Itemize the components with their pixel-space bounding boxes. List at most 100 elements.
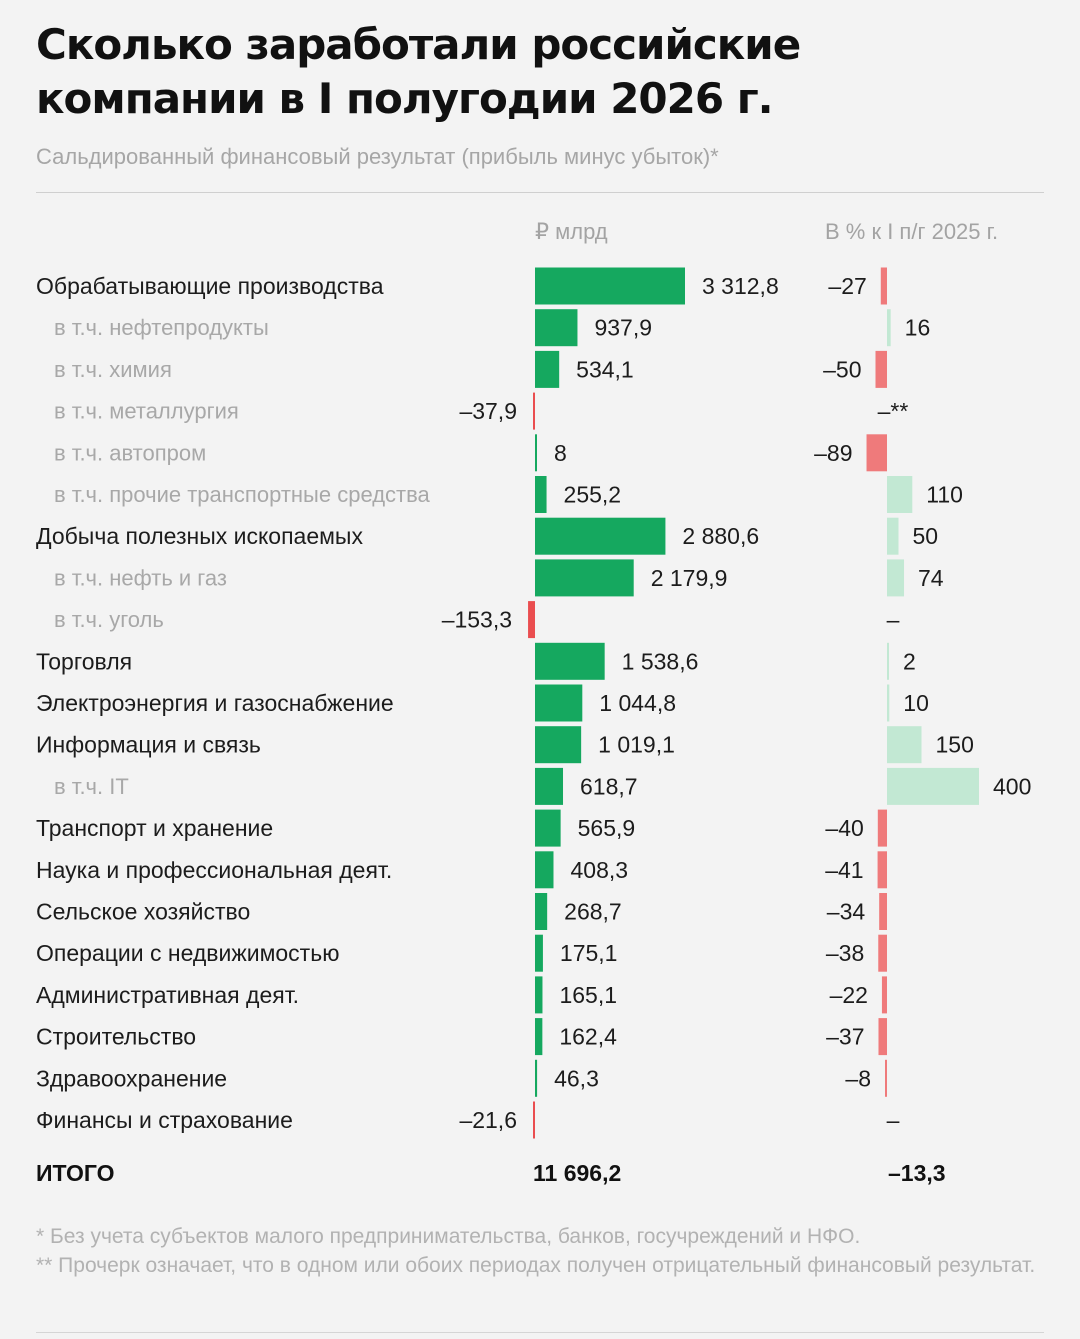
abs-bar	[535, 934, 543, 972]
column-header-pct: В % к I п/г 2025 г.	[825, 219, 999, 244]
pct-bar	[887, 559, 905, 597]
pct-bar	[887, 642, 889, 680]
pct-value-label: –37	[826, 1024, 864, 1050]
abs-value-label: 46,3	[554, 1065, 599, 1091]
pct-value-label: 50	[913, 523, 939, 549]
pct-value-label: –34	[827, 899, 866, 925]
pct-value-label: –**	[878, 398, 909, 424]
pct-bar	[887, 517, 899, 555]
top-divider	[36, 192, 1044, 193]
pct-bar	[887, 726, 922, 764]
pct-value-label: –89	[814, 440, 852, 466]
pct-value-label: 110	[926, 482, 963, 508]
pct-value-label: –41	[825, 857, 863, 883]
row-label: в т.ч. нефтепродукты	[54, 315, 269, 340]
pct-value-label: –8	[845, 1065, 871, 1091]
pct-value-label: 150	[936, 732, 974, 758]
row-label: Транспорт и хранение	[36, 815, 273, 841]
abs-value-label: 2 880,6	[682, 523, 759, 549]
pct-bar	[887, 476, 913, 513]
abs-value-label: 618,7	[580, 773, 638, 799]
row-label: в т.ч. химия	[54, 357, 172, 382]
chart-subtitle: Сальдированный финансовый результат (при…	[36, 144, 719, 169]
pct-value-label: –38	[826, 940, 864, 966]
abs-value-label: –153,3	[442, 607, 512, 633]
row-label: Строительство	[36, 1024, 196, 1050]
abs-value-label: 534,1	[576, 356, 634, 382]
abs-bar	[528, 601, 535, 639]
pct-value-label: –50	[823, 356, 861, 382]
abs-value-label: –37,9	[459, 398, 517, 424]
pct-value-label: 10	[903, 690, 929, 716]
abs-value-label: 1 044,8	[599, 690, 676, 716]
abs-bar	[535, 434, 537, 472]
pct-value-label: –27	[828, 273, 866, 299]
row-label: Информация и связь	[36, 732, 261, 758]
abs-bar	[535, 767, 564, 805]
abs-bar	[535, 1018, 543, 1056]
abs-bar	[533, 392, 535, 430]
abs-bar	[535, 350, 560, 388]
abs-bar	[535, 851, 554, 889]
abs-value-label: 8	[554, 440, 567, 466]
pct-bar	[877, 851, 887, 889]
column-header-abs: ₽ млрд	[535, 219, 608, 244]
row-label: в т.ч. прочие транспортные средства	[54, 482, 431, 507]
pct-value-label: 400	[993, 773, 1031, 799]
abs-value-label: 3 312,8	[702, 273, 779, 299]
row-label: в т.ч. металлургия	[54, 399, 239, 424]
abs-bar	[535, 1059, 538, 1097]
pct-bar	[880, 267, 887, 305]
pct-bar	[866, 434, 887, 472]
row-label: Сельское хозяйство	[36, 899, 250, 925]
abs-value-label: 162,4	[559, 1024, 617, 1050]
row-label: Наука и профессиональная деят.	[36, 857, 392, 883]
row-label: Финансы и страхование	[36, 1107, 293, 1133]
bottom-divider	[36, 1332, 1044, 1333]
pct-value-label: –	[887, 1107, 900, 1133]
abs-value-label: 268,7	[564, 899, 622, 925]
row-label: Добыча полезных ископаемых	[36, 523, 363, 549]
abs-bar	[535, 893, 548, 930]
row-label: в т.ч. IT	[54, 774, 129, 799]
row-label: Операции с недвижимостью	[36, 940, 339, 966]
pct-bar	[887, 309, 891, 347]
abs-bar	[533, 1101, 535, 1139]
total-label: ИТОГО	[36, 1160, 115, 1186]
total-value: 11 696,2	[533, 1160, 622, 1186]
total-pct: –13,3	[888, 1160, 946, 1186]
pct-value-label: –22	[830, 982, 868, 1008]
pct-bar	[887, 684, 890, 722]
abs-bar	[535, 976, 543, 1014]
abs-bar	[535, 559, 634, 597]
abs-bar	[535, 642, 605, 680]
pct-bar	[878, 1018, 887, 1056]
pct-value-label: 74	[918, 565, 944, 591]
abs-value-label: 1 019,1	[598, 732, 675, 758]
pct-value-label: –	[887, 607, 900, 633]
pct-value-label: 16	[905, 315, 931, 341]
abs-bar	[535, 726, 582, 764]
abs-value-label: 408,3	[570, 857, 628, 883]
abs-bar	[535, 476, 547, 513]
footnote-2: ** Прочерк означает, что в одном или обо…	[36, 1254, 1036, 1277]
abs-bar	[535, 309, 578, 347]
pct-bar	[878, 934, 887, 972]
abs-value-label: 165,1	[559, 982, 617, 1008]
abs-bar	[535, 684, 583, 722]
abs-value-label: 175,1	[560, 940, 618, 966]
row-label: в т.ч. нефть и газ	[54, 565, 227, 590]
pct-value-label: 2	[903, 648, 916, 674]
footnote-1: * Без учета субъектов малого предпринима…	[36, 1225, 861, 1248]
footnotes: * Без учета субъектов малого предпринима…	[36, 1222, 1046, 1280]
pct-bar	[885, 1059, 887, 1097]
abs-bar	[535, 517, 666, 555]
row-label: Торговля	[36, 648, 132, 674]
pct-bar	[875, 350, 887, 388]
abs-value-label: 255,2	[564, 482, 622, 508]
abs-value-label: 937,9	[594, 315, 652, 341]
pct-bar	[881, 976, 887, 1014]
row-label: Электроэнергия и газоснабжение	[36, 690, 394, 716]
chart-title: Сколько заработали российские компании в…	[36, 20, 801, 123]
